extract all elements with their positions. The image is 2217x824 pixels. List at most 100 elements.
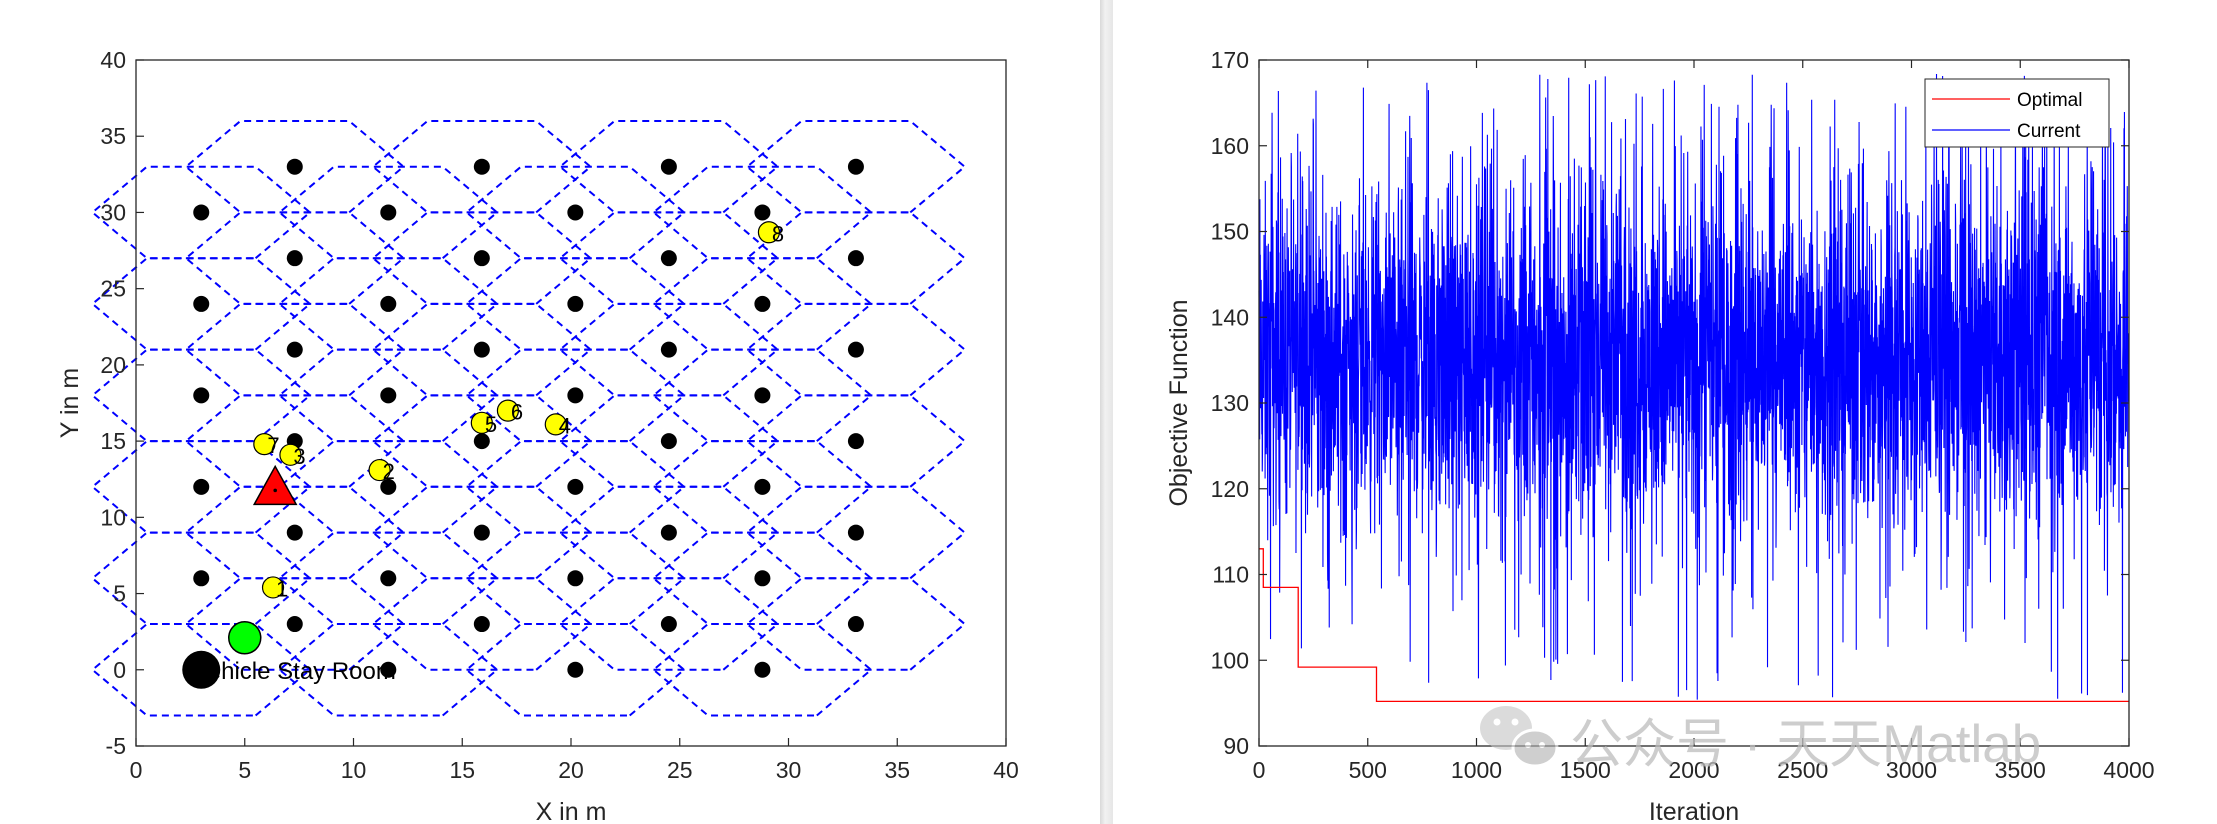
y-tick-label: 170 bbox=[1211, 47, 1249, 73]
watermark: 公众号 · 天天Matlab bbox=[1480, 706, 2041, 774]
target-point bbox=[253, 433, 276, 456]
x-tick-label: 4000 bbox=[2103, 757, 2154, 783]
x-tick-label: 3500 bbox=[1995, 757, 2046, 783]
target-label: 8 bbox=[772, 221, 784, 246]
y-tick-label: 20 bbox=[100, 352, 126, 378]
y-tick-label: 100 bbox=[1211, 647, 1249, 673]
cell-center-point bbox=[380, 570, 397, 587]
target-label: 5 bbox=[485, 412, 497, 437]
current-series-line bbox=[1258, 73, 2130, 700]
cell-center-point bbox=[847, 250, 864, 267]
cell-center-point bbox=[567, 295, 584, 312]
target-point bbox=[261, 576, 285, 599]
cell-center-point bbox=[380, 478, 397, 495]
cell-center-point bbox=[754, 204, 771, 221]
y-tick-label: 30 bbox=[100, 199, 126, 225]
annotation-label: ehicle Stay Room bbox=[208, 658, 396, 685]
y-tick-label: 40 bbox=[100, 47, 126, 73]
cell-center-point bbox=[847, 524, 864, 541]
y-tick-label: 160 bbox=[1211, 133, 1249, 159]
x-tick-label: 10 bbox=[341, 757, 367, 783]
target-point bbox=[544, 413, 567, 436]
cell-center-point bbox=[193, 295, 210, 312]
y-tick-label: 110 bbox=[1212, 562, 1249, 588]
target-label: 6 bbox=[511, 400, 523, 425]
target-label: 3 bbox=[293, 444, 305, 469]
green-marker bbox=[228, 621, 262, 655]
cell-center-point bbox=[660, 250, 677, 267]
x-tick-label: 30 bbox=[776, 757, 802, 783]
y-tick-label: 35 bbox=[100, 123, 126, 149]
cell-center-point bbox=[286, 158, 303, 175]
cell-center-point bbox=[286, 250, 303, 267]
cell-center-point bbox=[847, 616, 864, 633]
x-tick-label: 3000 bbox=[1886, 757, 1937, 783]
target-label: 1 bbox=[276, 576, 288, 601]
cell-center-point bbox=[660, 341, 677, 358]
marker-layer: 1 2 3 4 5 6 7 8 bbox=[182, 221, 784, 689]
y-axis-label: Y in m bbox=[56, 368, 84, 438]
target-point bbox=[496, 399, 520, 422]
cell-center-point bbox=[473, 616, 490, 633]
axis-ticks: 0 500 1000 1500 2000 2500 3000 3500 4000 90 100 110… bbox=[1211, 47, 2155, 783]
target-point bbox=[279, 443, 302, 466]
x-axis-label: Iteration bbox=[1649, 798, 1739, 824]
cell-center-point bbox=[754, 661, 771, 678]
cell-center-point bbox=[380, 387, 397, 404]
target-label: 4 bbox=[559, 413, 571, 438]
cell-center-point bbox=[847, 341, 864, 358]
x-tick-label: 0 bbox=[1253, 757, 1266, 783]
target-label: 2 bbox=[383, 459, 395, 484]
x-tick-label: 500 bbox=[1349, 757, 1387, 783]
cell-center-point bbox=[380, 661, 397, 678]
uav-triangle-marker bbox=[252, 464, 298, 506]
cell-center-point bbox=[660, 524, 677, 541]
y-tick-label: 0 bbox=[113, 657, 126, 683]
y-tick-label: 120 bbox=[1211, 476, 1249, 502]
cell-center-point bbox=[193, 570, 210, 587]
cell-center-point bbox=[193, 387, 210, 404]
cell-center-point bbox=[473, 250, 490, 267]
y-tick-label: 150 bbox=[1211, 219, 1249, 245]
y-tick-label: 90 bbox=[1223, 733, 1249, 759]
plot-background bbox=[1259, 60, 2129, 746]
cell-center-point bbox=[567, 478, 584, 495]
x-tick-label: 40 bbox=[993, 757, 1019, 783]
cell-center-point bbox=[754, 295, 771, 312]
optimal-series-line bbox=[1259, 548, 2129, 703]
x-tick-label: 2000 bbox=[1668, 757, 1719, 783]
cell-center-point bbox=[567, 204, 584, 221]
cell-center-point bbox=[193, 204, 210, 221]
legend-label-optimal: Optimal bbox=[2017, 90, 2082, 111]
target-point bbox=[757, 221, 781, 244]
plot-frame bbox=[135, 59, 1007, 747]
uav-center-dot bbox=[273, 488, 278, 493]
cell-center-point bbox=[286, 524, 303, 541]
cell-center-point bbox=[754, 387, 771, 404]
x-tick-label: 5 bbox=[238, 757, 251, 783]
target-point bbox=[368, 458, 391, 482]
cell-center-point bbox=[380, 204, 397, 221]
y-tick-label: 130 bbox=[1211, 390, 1249, 416]
cell-center-point bbox=[847, 433, 864, 450]
cell-center-point bbox=[380, 295, 397, 312]
cell-center-point bbox=[286, 341, 303, 358]
x-tick-label: 35 bbox=[884, 757, 910, 783]
x-tick-label: 1500 bbox=[1560, 757, 1611, 783]
cell-center-point bbox=[754, 570, 771, 587]
legend-box bbox=[1924, 78, 2110, 148]
vehicle-stay-room-marker bbox=[182, 650, 221, 689]
watermark-text: 公众号 · 天天Matlab bbox=[1570, 715, 2041, 774]
x-tick-label: 1000 bbox=[1451, 757, 1502, 783]
cell-center-point bbox=[473, 433, 490, 450]
cell-center-point bbox=[567, 570, 584, 587]
x-tick-label: 15 bbox=[449, 757, 475, 783]
cell-center-point bbox=[847, 158, 864, 175]
cell-center-point bbox=[473, 524, 490, 541]
x-tick-label: 0 bbox=[130, 757, 143, 783]
panel-divider bbox=[1100, 0, 1113, 824]
cell-center-point bbox=[286, 616, 303, 633]
x-tick-label: 20 bbox=[558, 757, 584, 783]
